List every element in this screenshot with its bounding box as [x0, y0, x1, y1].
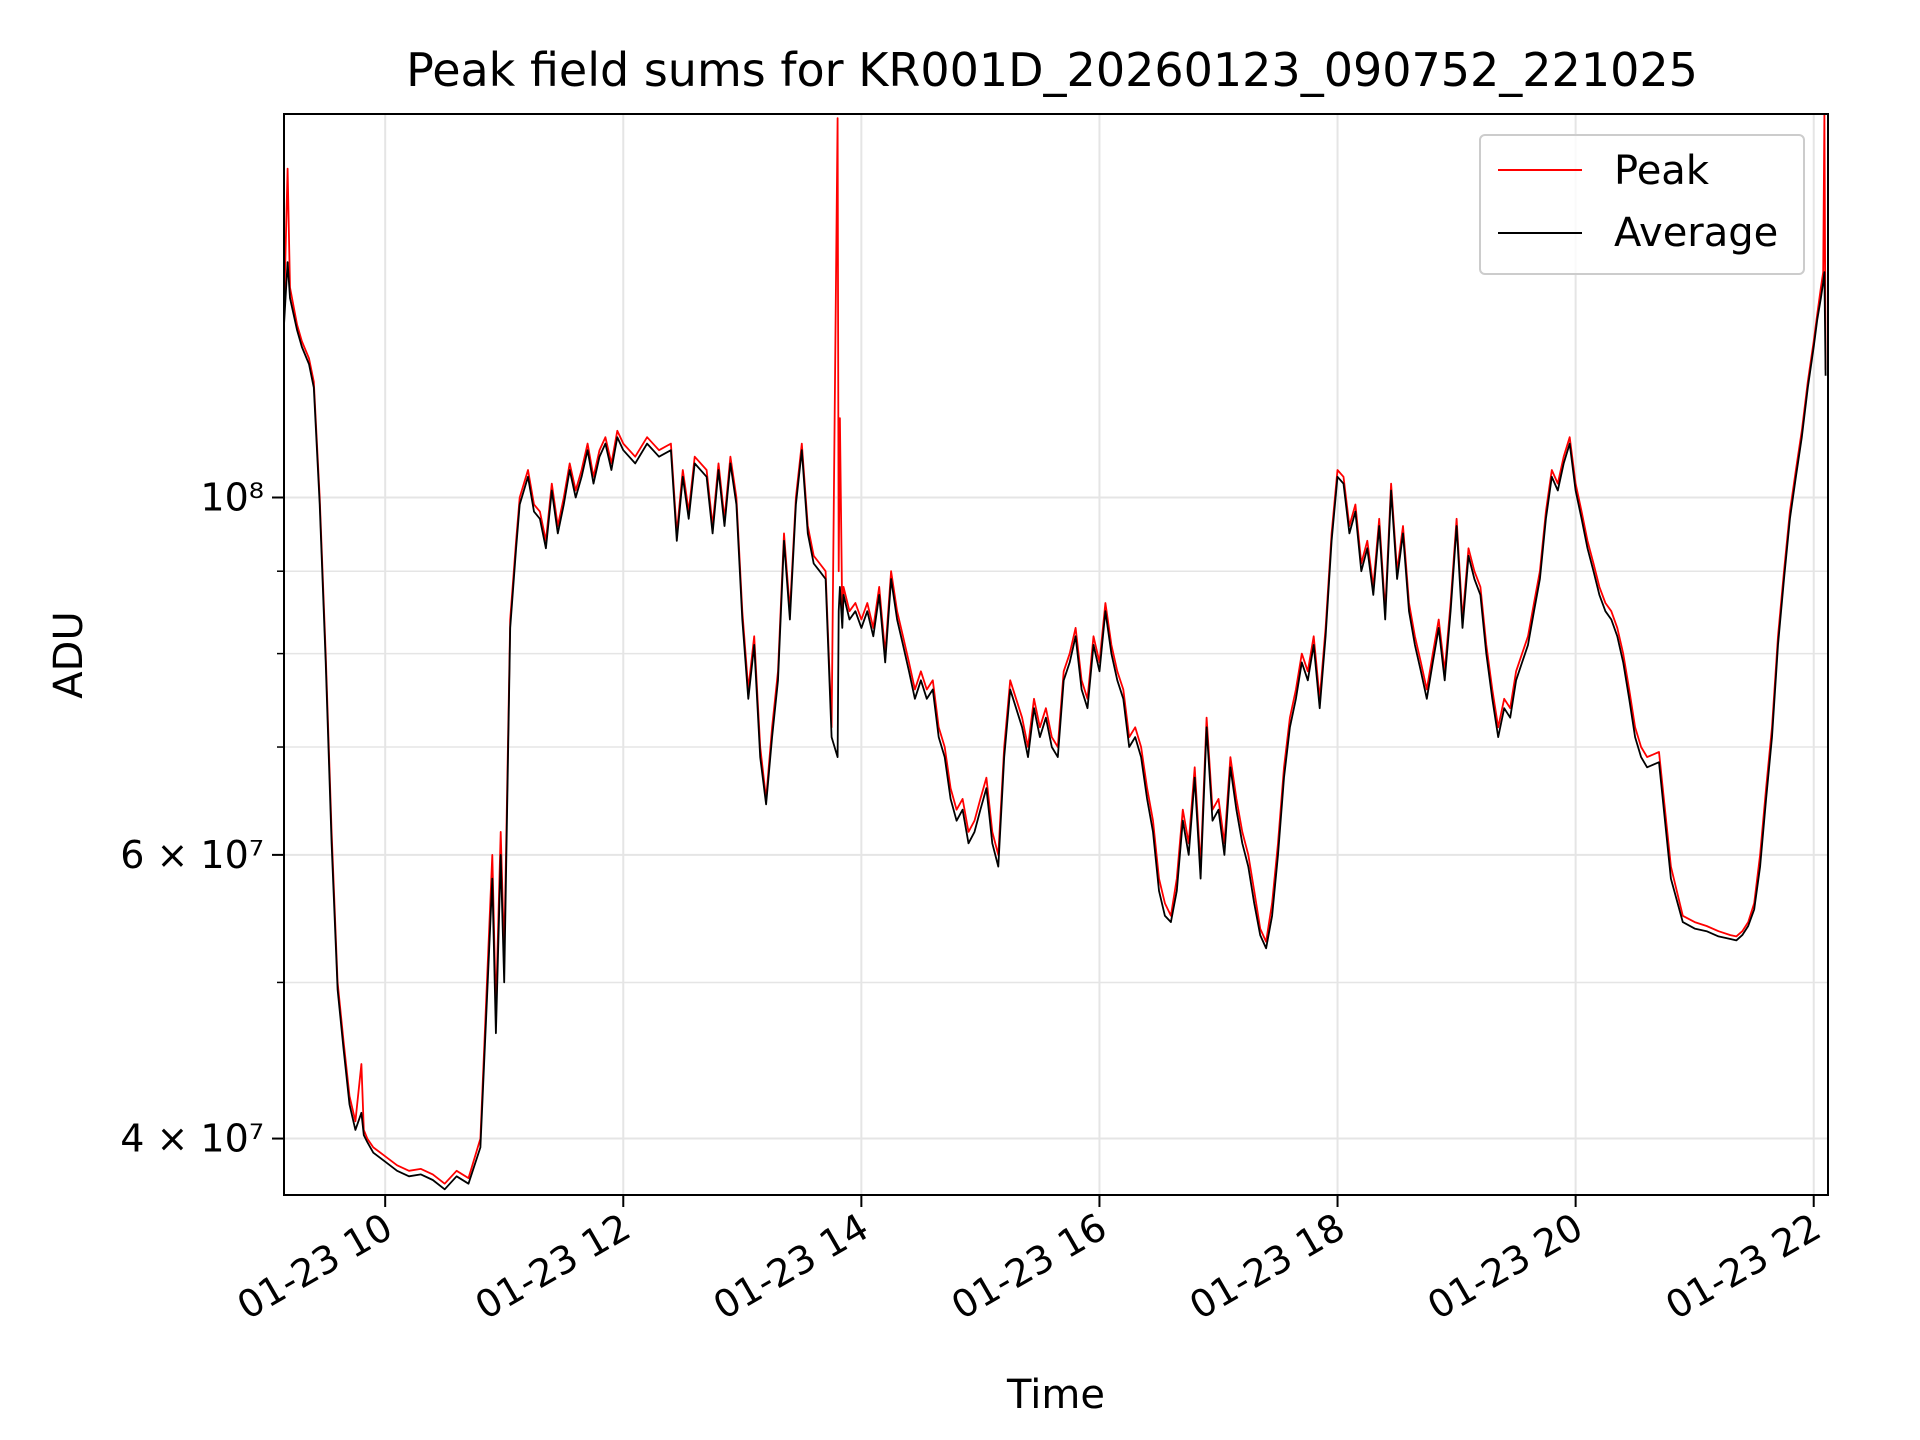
- legend-average-label: Average: [1614, 210, 1778, 256]
- y-tick-label: 4 × 10⁷: [120, 1117, 264, 1161]
- series-line-average: [283, 261, 1827, 1191]
- plot-frame: [283, 113, 1829, 1196]
- y-axis-ticks: 4 × 10⁷ 6 × 10⁷ 10⁸: [120, 475, 284, 1161]
- y-axis-label: ADU: [46, 611, 92, 698]
- chart-title: Peak field sums for KR001D_20260123_0907…: [406, 43, 1698, 97]
- legend-peak-label: Peak: [1614, 148, 1710, 194]
- plot-background: [284, 114, 1828, 1195]
- legend: Peak Average: [1479, 134, 1805, 275]
- grid-lines: [284, 114, 1828, 1195]
- y-tick-label: 6 × 10⁷: [120, 833, 264, 877]
- plot-area: 01-23 10 01-23 12 01-23 14 01-23 16 01-23 18…: [120, 113, 1829, 1328]
- series-lines: [283, 113, 1827, 1191]
- y-tick-label: 10⁸: [200, 475, 264, 519]
- series-line-peak: [283, 113, 1827, 1185]
- x-axis-label: Time: [1006, 1372, 1105, 1418]
